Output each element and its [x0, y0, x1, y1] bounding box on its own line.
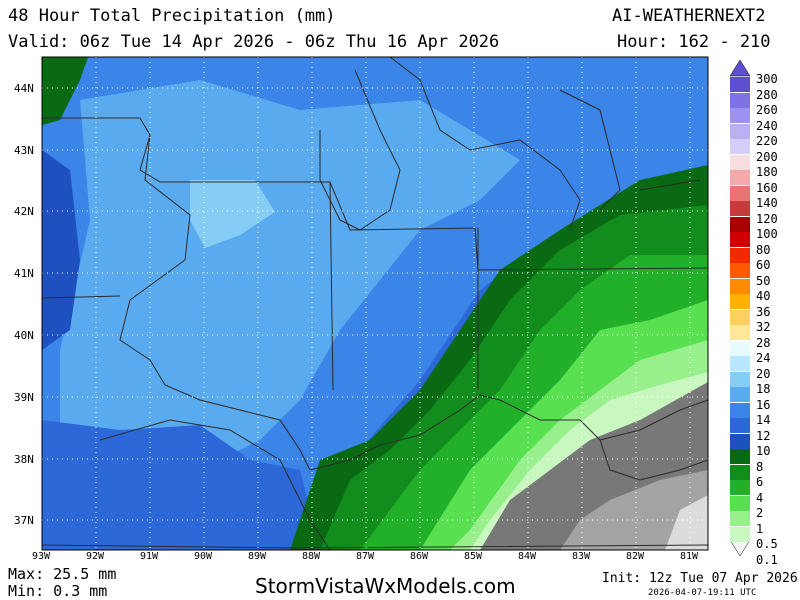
- colorbar-label: 140: [756, 196, 778, 210]
- lon-label: 86W: [410, 551, 429, 562]
- lon-label: 81W: [680, 551, 699, 562]
- model-name: AI-WEATHERNEXT2: [612, 6, 766, 26]
- colorbar-swatch: [730, 480, 750, 495]
- lon-label: 91W: [140, 551, 159, 562]
- colorbar-label: 6: [756, 475, 764, 489]
- colorbar-swatch: [730, 108, 750, 123]
- colorbar-label: 2: [756, 506, 764, 520]
- colorbar-label: 180: [756, 165, 778, 179]
- colorbar-swatch: [730, 247, 750, 263]
- colorbar-label: 160: [756, 180, 778, 195]
- colorbar-swatch: [730, 294, 750, 309]
- colorbar-label: 260: [756, 103, 778, 117]
- lon-label: 88W: [302, 551, 321, 562]
- map-frame: [41, 56, 709, 551]
- colorbar-swatch: [730, 232, 750, 247]
- lat-label: 44N: [14, 82, 34, 95]
- lat-label: 43N: [14, 144, 34, 157]
- colorbar-label: 4: [756, 490, 764, 505]
- colorbar-label: 100: [756, 227, 778, 241]
- colorbar-swatch: [730, 433, 750, 449]
- lon-label: 82W: [626, 551, 645, 562]
- colorbar-swatch: [730, 201, 750, 216]
- min-value: Min: 0.3 mm: [8, 582, 108, 600]
- site-watermark: StormVistaWxModels.com: [255, 574, 516, 598]
- generated-stamp: 2026-04-07-19:11 UTC: [648, 588, 757, 598]
- colorbar-label: 24: [756, 351, 771, 365]
- colorbar-swatch: [730, 511, 750, 526]
- colorbar-label: 1: [756, 521, 764, 536]
- colorbar-label: 10: [756, 444, 771, 458]
- colorbar-label: 16: [756, 397, 771, 412]
- colorbar-swatch: [730, 495, 750, 511]
- colorbar-swatch: [730, 278, 750, 294]
- colorbar-swatch: [730, 356, 750, 371]
- colorbar-label: 220: [756, 134, 778, 148]
- colorbar-swatch: [730, 185, 750, 201]
- colorbar-label: 300: [756, 72, 778, 86]
- lat-label: 41N: [14, 267, 34, 280]
- map-title: 48 Hour Total Precipitation (mm): [8, 6, 336, 26]
- colorbar-swatch: [730, 263, 750, 278]
- colorbar-swatch: [730, 387, 750, 402]
- colorbar-swatch: [730, 309, 750, 325]
- colorbar-label: 32: [756, 320, 771, 334]
- colorbar-swatch: [730, 216, 750, 232]
- max-value: Max: 25.5 mm: [8, 565, 117, 583]
- colorbar-swatch: [730, 170, 750, 185]
- lon-label: 92W: [86, 551, 105, 562]
- colorbar-swatch: [730, 325, 750, 340]
- colorbar-swatch: [730, 418, 750, 433]
- lon-label: 84W: [518, 551, 537, 562]
- colorbar-label: 200: [756, 149, 778, 164]
- lon-label: 85W: [464, 551, 483, 562]
- lon-label: 89W: [248, 551, 267, 562]
- colorbar-swatch: [730, 340, 750, 356]
- colorbar-swatch: [730, 154, 750, 170]
- colorbar-label: 240: [756, 118, 778, 133]
- colorbar-swatch: [730, 449, 750, 464]
- lat-label: 39N: [14, 391, 34, 404]
- colorbar-swatch: [730, 123, 750, 139]
- colorbar-label: 0.5: [756, 537, 778, 551]
- colorbar-swatch: [730, 77, 750, 92]
- init-time: Init: 12z Tue 07 Apr 2026: [602, 571, 798, 586]
- grid-lines: [42, 57, 708, 550]
- valid-period: Valid: 06z Tue 14 Apr 2026 - 06z Thu 16 …: [8, 32, 500, 52]
- colorbar-bottom-arrow: [729, 539, 751, 557]
- colorbar-label: 8: [756, 459, 764, 474]
- colorbar-label: 40: [756, 289, 771, 303]
- colorbar-label: 36: [756, 304, 771, 319]
- colorbar-label: 280: [756, 87, 778, 102]
- colorbar-top-arrow: [729, 59, 751, 77]
- colorbar-swatch: [730, 92, 750, 108]
- state-borders: [42, 57, 708, 550]
- colorbar-label: 20: [756, 366, 771, 381]
- lon-label: 87W: [356, 551, 375, 562]
- lon-label: 93W: [32, 551, 51, 562]
- lat-label: 40N: [14, 329, 34, 342]
- forecast-hours: Hour: 162 - 210: [617, 32, 771, 52]
- colorbar-label: 80: [756, 242, 771, 257]
- colorbar-swatch: [730, 139, 750, 154]
- colorbar-swatch: [730, 526, 750, 542]
- lat-label: 38N: [14, 453, 34, 466]
- lon-label: 90W: [194, 551, 213, 562]
- lon-label: 83W: [572, 551, 591, 562]
- lat-label: 37N: [14, 514, 34, 527]
- colorbar-label: 12: [756, 428, 771, 443]
- colorbar-label: 18: [756, 382, 771, 396]
- colorbar-label: 60: [756, 258, 771, 272]
- colorbar-swatch: [730, 371, 750, 387]
- precip-fill: [42, 57, 708, 550]
- colorbar-swatch: [730, 402, 750, 418]
- colorbar-label: 14: [756, 413, 771, 427]
- colorbar-label: 50: [756, 273, 771, 288]
- colorbar-label: 0.1: [756, 552, 778, 567]
- colorbar-label: 28: [756, 335, 771, 350]
- lat-label: 42N: [14, 205, 34, 218]
- colorbar-label: 120: [756, 211, 778, 226]
- colorbar-swatch: [730, 464, 750, 480]
